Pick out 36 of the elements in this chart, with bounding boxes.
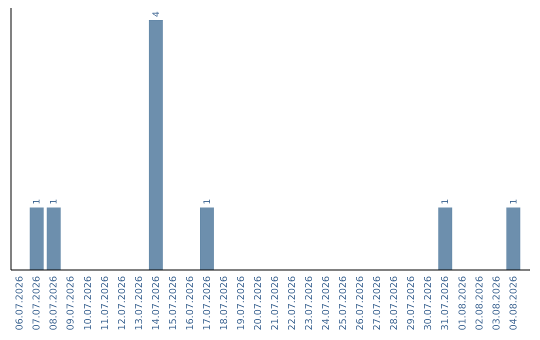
- x-tick-label: 04.08.2026: [508, 276, 520, 330]
- data-label: 1: [441, 198, 452, 204]
- data-label: 1: [202, 198, 213, 204]
- x-tick-label: 09.07.2026: [66, 276, 77, 330]
- x-tick-label: 16.07.2026: [184, 276, 196, 330]
- x-tick-label: 22.07.2026: [287, 276, 298, 330]
- x-tick-label: 21.07.2026: [270, 276, 282, 330]
- x-tick-label: 11.07.2026: [100, 276, 111, 330]
- x-tick-label: 31.07.2026: [440, 276, 452, 330]
- x-tick-label: 18.07.2026: [218, 276, 230, 330]
- x-tick-label: 14.07.2026: [150, 276, 162, 330]
- x-tick-label: 29.07.2026: [406, 276, 418, 330]
- x-tick-label: 25.07.2026: [338, 276, 350, 330]
- x-tick-label: 06.07.2026: [14, 276, 26, 330]
- x-tick-label: 01.08.2026: [457, 276, 468, 330]
- x-tick-label: 19.07.2026: [236, 276, 247, 330]
- x-tick-label: 07.07.2026: [32, 276, 43, 330]
- x-tick-label: 20.07.2026: [252, 276, 264, 330]
- x-tick-label: 02.08.2026: [474, 276, 486, 330]
- x-tick-label: 12.07.2026: [116, 276, 128, 330]
- x-tick-label: 03.08.2026: [491, 276, 502, 330]
- x-tick-label: 27.07.2026: [372, 276, 384, 330]
- x-tick-label: 23.07.2026: [304, 276, 316, 330]
- x-tick-label: 15.07.2026: [168, 276, 179, 330]
- x-tick-label: 24.07.2026: [321, 276, 332, 330]
- data-label: 1: [509, 198, 520, 204]
- x-tick-label: 26.07.2026: [355, 276, 366, 330]
- data-label: 1: [50, 198, 60, 204]
- x-tick-label: 30.07.2026: [423, 276, 434, 330]
- x-tick-label: 13.07.2026: [134, 276, 145, 330]
- x-tick-label: 28.07.2026: [389, 276, 400, 330]
- x-tick-label: 10.07.2026: [82, 276, 94, 330]
- data-label: 1: [32, 198, 43, 204]
- data-label: 4: [152, 11, 162, 17]
- x-tick-label: 08.07.2026: [48, 276, 60, 330]
- x-tick-label: 17.07.2026: [202, 276, 213, 330]
